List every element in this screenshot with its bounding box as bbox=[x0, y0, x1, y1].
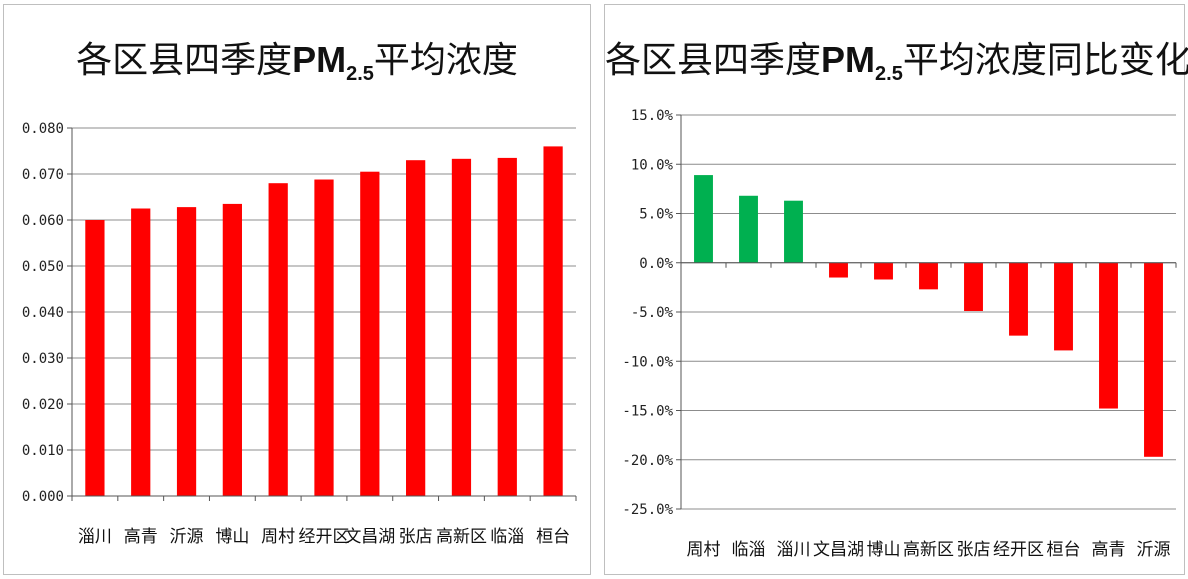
title-left-pm: PM bbox=[292, 39, 347, 80]
title-right-pm: PM bbox=[821, 39, 876, 80]
right-bar bbox=[1054, 262, 1073, 351]
right-x-tick-label: 沂源 bbox=[1137, 540, 1171, 560]
left-x-tick-label: 博山 bbox=[215, 527, 249, 547]
right-y-tick-label: 5.0% bbox=[639, 207, 673, 223]
right-x-tick-label: 周村 bbox=[687, 540, 721, 560]
right-y-tick-label: -5.0% bbox=[631, 305, 674, 321]
title-right-sub: 2.5 bbox=[875, 63, 903, 85]
left-y-tick-label: 0.070 bbox=[22, 167, 64, 183]
bar-chart-right: -25.0% -20.0% -15.0% -10.0% -5.0% 0.0% 5.0% 10.… bbox=[622, 108, 1177, 560]
right-x-tick-label: 文昌湖 bbox=[813, 540, 864, 560]
left-y-tick-label: 0.000 bbox=[22, 489, 64, 505]
left-x-tick-label: 淄川 bbox=[78, 527, 112, 547]
right-bar bbox=[1144, 262, 1163, 457]
title-right-main: 各区县四季度 bbox=[605, 40, 822, 81]
left-y-tick-label: 0.020 bbox=[22, 397, 64, 413]
left-y-tick-label: 0.010 bbox=[22, 443, 64, 459]
right-bar bbox=[1099, 262, 1118, 409]
right-bar bbox=[919, 262, 938, 290]
right-y-tick-label: -10.0% bbox=[622, 354, 673, 370]
left-bar bbox=[268, 183, 288, 496]
left-bar bbox=[222, 203, 242, 496]
left-bar bbox=[451, 158, 472, 496]
left-x-tick-label: 张店 bbox=[399, 527, 433, 547]
right-x-tick-label: 桓台 bbox=[1047, 540, 1081, 560]
left-bar bbox=[360, 171, 380, 496]
chart-panel-left: 各区县四季度PM2.5平均浓度 0.000 0.010 0.020 0.030 0.04… bbox=[3, 4, 591, 575]
right-x-tick-label: 高青 bbox=[1092, 540, 1126, 560]
left-x-tick-label: 高青 bbox=[124, 527, 158, 547]
left-bar bbox=[406, 160, 426, 496]
left-y-tick-label: 0.030 bbox=[22, 351, 64, 367]
left-y-tick-label: 0.040 bbox=[22, 305, 64, 321]
right-y-tick-label: 0.0% bbox=[639, 256, 673, 272]
chart-panel-right: 各区县四季度PM2.5平均浓度同比变化 -25.0% -20.0% -15.0% -1… bbox=[604, 4, 1188, 575]
right-x-tick-label: 临淄 bbox=[732, 540, 766, 560]
right-bar bbox=[784, 200, 803, 263]
left-x-tick-label: 经开区 bbox=[299, 527, 350, 547]
left-bar bbox=[497, 157, 517, 496]
right-bar bbox=[694, 175, 713, 263]
left-bar bbox=[176, 207, 197, 496]
right-x-tick-label: 博山 bbox=[867, 540, 901, 560]
title-left-rest: 平均浓度 bbox=[373, 40, 518, 81]
left-bar bbox=[543, 146, 563, 496]
title-right-rest: 平均浓度同比变化 bbox=[902, 40, 1188, 81]
left-x-tick-label: 周村 bbox=[261, 527, 295, 547]
right-bar bbox=[874, 262, 893, 280]
right-bar bbox=[739, 195, 758, 263]
left-y-tick-label: 0.080 bbox=[22, 121, 64, 137]
right-bar bbox=[1009, 262, 1028, 336]
right-y-tick-label: -20.0% bbox=[622, 453, 673, 469]
left-bar bbox=[131, 208, 151, 496]
left-x-tick-label: 临淄 bbox=[490, 527, 524, 547]
right-y-tick-label: -15.0% bbox=[622, 404, 673, 420]
chart-title-left: 各区县四季度PM2.5平均浓度 bbox=[4, 31, 590, 86]
right-x-tick-label: 经开区 bbox=[993, 540, 1044, 560]
right-x-tick-label: 淄川 bbox=[777, 540, 811, 560]
left-bar bbox=[85, 220, 105, 496]
right-bar bbox=[829, 262, 848, 278]
left-y-tick-label: 0.050 bbox=[22, 259, 64, 275]
right-y-tick-label: -25.0% bbox=[622, 502, 673, 518]
right-x-tick-label: 高新区 bbox=[903, 540, 954, 560]
right-y-tick-label: 15.0% bbox=[631, 108, 674, 124]
left-x-tick-label: 桓台 bbox=[536, 527, 570, 547]
chart-title-right: 各区县四季度PM2.5平均浓度同比变化 bbox=[605, 31, 1188, 86]
left-x-tick-label: 沂源 bbox=[170, 527, 204, 547]
right-x-tick-label: 张店 bbox=[957, 540, 991, 560]
title-left-main: 各区县四季度 bbox=[76, 40, 293, 81]
left-y-tick-label: 0.060 bbox=[22, 213, 64, 229]
bar-chart-left: 0.000 0.010 0.020 0.030 0.040 0.050 0.060 0.070… bbox=[22, 121, 577, 547]
left-x-tick-label: 文昌湖 bbox=[344, 527, 395, 547]
left-x-tick-label: 高新区 bbox=[436, 527, 487, 547]
right-y-tick-label: 10.0% bbox=[631, 157, 674, 173]
left-bar bbox=[314, 179, 334, 496]
title-left-sub: 2.5 bbox=[346, 63, 374, 85]
right-bar bbox=[964, 262, 983, 312]
